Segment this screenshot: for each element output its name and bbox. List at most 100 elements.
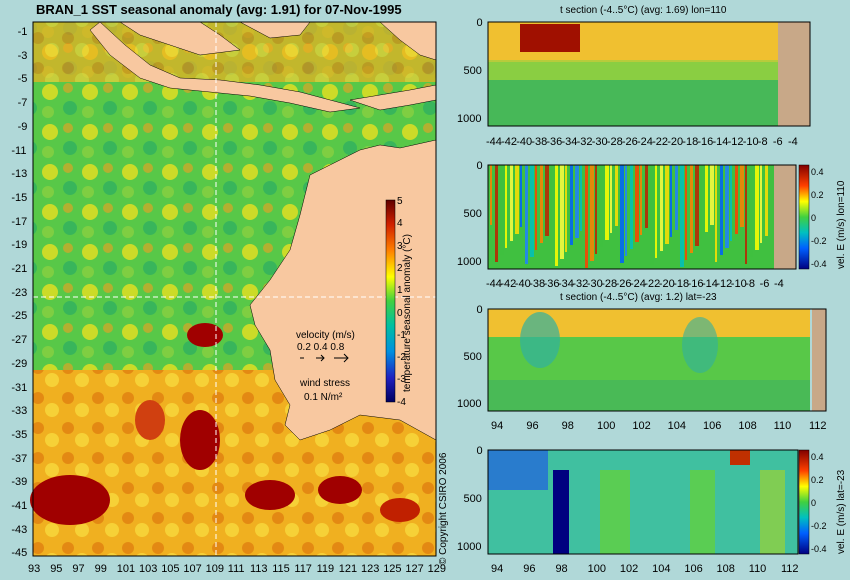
panel-title: t section (-4..5°C) (avg: 1.69) lon=110	[560, 5, 727, 16]
panel-x-tick: 98	[555, 563, 568, 575]
panel-x-tick: -42	[501, 136, 517, 148]
panel-x-tick: -28	[601, 278, 618, 290]
java-landmass	[89, 21, 361, 113]
lon-tick-label: 117	[294, 563, 312, 575]
panel-depth-tick: 0	[476, 304, 483, 316]
panel-colorbar-tick: 0.4	[811, 452, 824, 462]
panel-x-tick: -4	[774, 278, 784, 290]
panel-colorbar-tick: -0.2	[811, 521, 827, 531]
hot-anomaly	[187, 323, 223, 347]
velocity-stripe	[720, 165, 723, 255]
sst-map[interactable]	[30, 21, 437, 557]
colorbar-tick-label: 5	[397, 196, 403, 207]
panel-x-tick: -38	[529, 278, 546, 290]
hot-anomaly	[30, 475, 110, 525]
lon-tick-label: 109	[205, 563, 224, 575]
lat-tick-label: -3	[17, 49, 28, 62]
colorbar-label: temperature seasonal anomaly (°C)	[402, 234, 413, 392]
lat-tick-label: -15	[11, 191, 28, 204]
wind-legend-scale: 0.1 N/m²	[304, 392, 343, 403]
panel-depth-tick: 0	[476, 445, 483, 457]
panel-x-tick: 110	[773, 420, 792, 432]
panel-x-tick: 112	[809, 420, 827, 432]
lat-tick-label: -35	[11, 428, 28, 441]
velocity-legend-scale: 0.2 0.4 0.8	[297, 342, 345, 353]
panel-hot-core	[520, 24, 580, 52]
lat-tick-label: -17	[11, 215, 28, 228]
velocity-legend-label: velocity (m/s)	[296, 330, 355, 341]
panel-x-tick: -44	[486, 278, 502, 290]
panel-x-tick: -16	[697, 136, 714, 148]
panel-x-tick: -26	[615, 278, 632, 290]
lat-tick-label: -23	[11, 286, 28, 299]
lon-tick-label: 113	[250, 563, 268, 575]
panel-depth-tick: 1000	[457, 256, 482, 268]
panel-x-tick: -38	[531, 136, 548, 148]
velocity-stripe	[700, 165, 702, 239]
lat-tick-label: -41	[11, 500, 28, 512]
velocity-stripe	[695, 165, 699, 246]
velocity-stripe	[535, 165, 537, 250]
panel-x-tick: 94	[491, 420, 504, 432]
colorbar-tick-label: 0	[397, 307, 403, 319]
velocity-stripe	[570, 165, 573, 245]
panel-v-lon[interactable]	[487, 164, 810, 270]
velocity-stripe	[560, 165, 564, 259]
panel-x-tick: -40	[516, 136, 533, 148]
velocity-stripe	[765, 165, 768, 236]
panel-x-tick: 104	[667, 420, 687, 432]
lon-tick-label: 97	[72, 563, 85, 575]
borneo-landmass	[119, 21, 241, 56]
panel-x-tick: -44	[486, 136, 502, 148]
velocity-stripe	[715, 165, 717, 262]
velocity-stripe	[595, 165, 597, 254]
panel-x-tick: 102	[619, 563, 639, 575]
velocity-stripe	[685, 165, 687, 260]
panel-land	[778, 22, 810, 126]
hot-anomaly	[318, 476, 362, 504]
panel-x-tick: -20	[658, 278, 675, 290]
panel-v-lat[interactable]	[487, 449, 810, 555]
panel-colorbar-label: vel. E (m/s) lat=-23	[836, 469, 847, 554]
velocity-stripe	[640, 165, 642, 235]
panel-x-tick: -22	[652, 136, 668, 148]
lat-tick-label: -7	[17, 97, 28, 110]
panel-x-tick: -22	[644, 278, 661, 290]
lon-tick-label: 123	[361, 563, 380, 575]
velocity-stripe	[680, 165, 684, 267]
velocity-stripe	[540, 165, 543, 243]
panel-x-tick: -8	[757, 136, 768, 148]
panel-frame	[487, 164, 797, 270]
panel-x-tick: 96	[526, 420, 539, 432]
panel-depth-tick: 500	[463, 493, 482, 505]
velocity-stripe	[490, 165, 492, 225]
colorbar-tick-label: 1	[397, 285, 403, 297]
velocity-stripe	[745, 165, 747, 264]
lon-tick-label: 103	[139, 563, 158, 575]
panel-colorbar-label: vel. E (m/s) lon=110	[836, 180, 847, 269]
panel-x-tick: -32	[576, 136, 593, 148]
lat-tick-label: -19	[11, 239, 28, 252]
colorbar-tick-label: 3	[397, 240, 403, 252]
copyright-notice: © Copyright CSIRO 2006	[438, 452, 449, 565]
lat-tick-label: -31	[11, 381, 28, 394]
panel-x-tick: -4	[788, 136, 798, 148]
panel-x-tick: -30	[591, 136, 608, 148]
panel-colorbar-tick: 0.2	[811, 190, 824, 200]
velocity-stripe	[590, 165, 594, 261]
panel-land	[812, 309, 826, 411]
panel-t-lon[interactable]	[487, 21, 811, 127]
panel-x-tick: -10	[742, 136, 759, 148]
panel-depth-tick: 500	[463, 351, 482, 363]
hot-anomaly	[245, 480, 295, 510]
lon-tick-label: 115	[272, 563, 290, 575]
wind-legend-label: wind stress	[300, 378, 351, 389]
lat-tick-label: -43	[11, 523, 28, 536]
panel-colorbar-tick: -0.4	[811, 544, 827, 554]
panel-x-tick: -12	[716, 278, 733, 290]
lat-tick-label: -13	[11, 168, 28, 181]
panel-t-lat[interactable]	[487, 308, 827, 412]
velocity-stripe	[660, 165, 663, 251]
hot-anomaly	[380, 498, 420, 522]
panel-x-tick: -42	[500, 278, 517, 290]
